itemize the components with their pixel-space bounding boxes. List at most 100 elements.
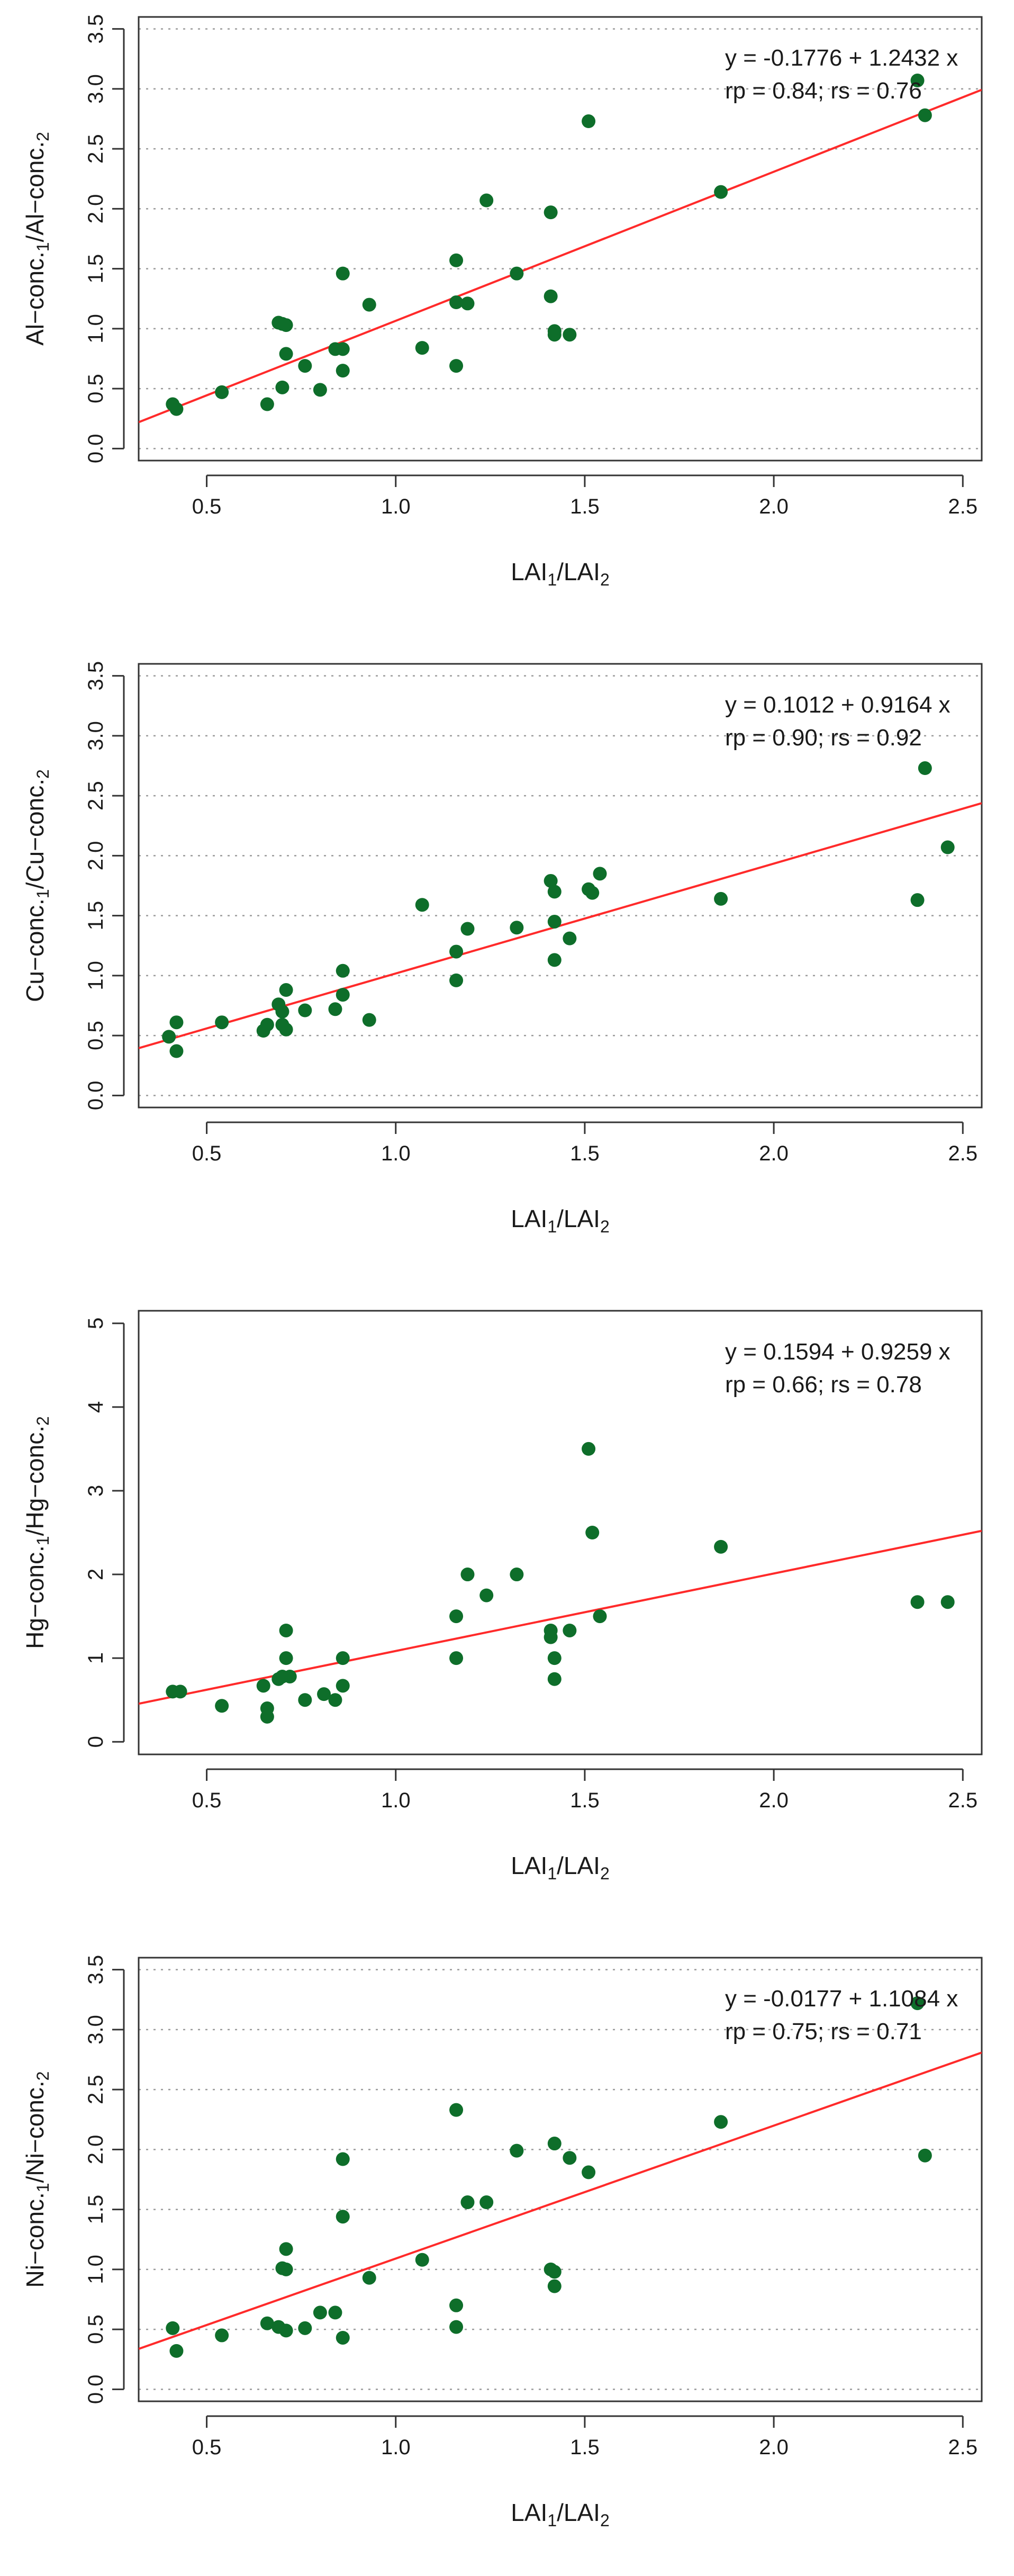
data-point [547,2137,562,2151]
y-tick-label: 0.5 [84,1021,107,1050]
data-point [279,1022,293,1037]
y-tick-label: 0.5 [84,374,107,403]
data-point [479,193,494,208]
regression-line [139,802,982,1049]
data-point [918,761,932,776]
data-point [563,931,577,945]
data-point [279,347,293,361]
data-point [449,295,464,310]
data-point [215,2328,229,2343]
data-point [328,1002,342,1016]
y-tick-label: 5 [84,1318,107,1329]
data-point [547,953,562,967]
data-point [279,1623,293,1637]
data-point [336,2210,350,2224]
x-tick-label: 2.0 [759,2436,789,2459]
x-tick-label: 0.5 [192,1789,222,1812]
data-point [169,1015,184,1030]
data-point [714,891,728,906]
data-point [279,1651,293,1665]
data-point [169,2344,184,2358]
data-point [336,342,350,356]
x-tick-label: 2.0 [759,495,789,518]
data-point [449,973,464,987]
data-point [328,1693,342,1707]
regression-line [139,2051,982,2350]
y-axis-label: Cu−conc.1/Cu−conc.2 [21,769,52,1002]
data-point [449,2298,464,2312]
data-point [582,2165,596,2179]
data-point [336,1679,350,1693]
data-point [544,205,558,220]
data-point [479,2195,494,2210]
data-point [260,1017,274,1032]
data-point [215,1015,229,1030]
y-tick-label: 2.5 [84,134,107,164]
x-axis-label: LAI1/LAI2 [511,1205,609,1236]
data-point [336,963,350,978]
data-point [215,385,229,399]
data-point [298,2321,312,2335]
data-point [544,1630,558,1644]
data-point [449,1651,464,1665]
data-point [510,2143,524,2158]
x-tick-label: 0.5 [192,1142,222,1165]
x-tick-label: 1.5 [570,495,600,518]
data-point [593,1609,607,1624]
data-point [166,2321,180,2335]
y-tick-label: 2.0 [84,194,107,224]
x-axis-label: LAI1/LAI2 [511,2499,609,2530]
data-point [460,296,475,311]
x-tick-label: 2.5 [948,1142,977,1165]
plot-frame [138,1310,983,1755]
data-point [275,380,289,394]
y-axis-label: Hg−conc.1/Hg−conc.2 [21,1416,52,1649]
data-point [910,1595,925,1609]
regression-equation: y = 0.1594 + 0.9259 x [725,1339,950,1365]
x-tick-label: 1.5 [570,1789,600,1812]
data-point [449,253,464,267]
data-point [563,1623,577,1637]
data-point [298,1693,312,1707]
data-point [510,1568,524,1582]
data-point [449,2320,464,2334]
y-tick-label: 1 [84,1652,107,1664]
x-tick-label: 1.0 [381,2436,411,2459]
data-point [279,983,293,997]
y-tick-label: 4 [84,1401,107,1413]
x-tick-label: 2.5 [948,1789,977,1812]
x-tick-label: 2.0 [759,1142,789,1165]
data-point [510,921,524,935]
data-point [940,840,955,854]
scatter-panel-1: 0.0 0.5 1.0 1.5 2.0 2.5 3.0 3.5 0.5 1.0 1.5 2.0 2.5 L… [21,14,983,589]
data-point [279,318,293,332]
y-tick-label: 3 [84,1485,107,1497]
y-tick-label: 0 [84,1736,107,1748]
y-tick-label: 1.5 [84,901,107,931]
data-point [585,1526,600,1539]
data-point [336,2152,350,2166]
y-tick-label: 1.0 [84,961,107,990]
data-point [256,1679,270,1693]
data-point [362,2271,376,2285]
x-tick-label: 0.5 [192,2436,222,2459]
data-point [449,944,464,959]
x-tick-label: 1.5 [570,2436,600,2459]
scatter-panel-4: 0.0 0.5 1.0 1.5 2.0 2.5 3.0 3.5 0.5 1.0 1.5 2.0 2.5 L… [21,1955,983,2530]
y-axis-label: Ni−conc.1/Ni−conc.2 [21,2071,52,2288]
data-point [328,2305,342,2320]
y-tick-label: 2.5 [84,2075,107,2104]
y-tick-label: 3.0 [84,74,107,104]
y-tick-label: 0.0 [84,434,107,464]
data-point [547,2265,562,2279]
data-point [918,2148,932,2163]
regression-equation: y = -0.0177 + 1.1084 x [725,1986,958,2012]
y-tick-label: 3.5 [84,661,107,691]
data-point [714,2115,728,2129]
data-point [714,1539,728,1554]
data-point [362,1013,376,1027]
y-tick-label: 2.5 [84,781,107,810]
correlation-text: rp = 0.75; rs = 0.71 [725,2019,922,2044]
plot-frame [138,663,983,1109]
